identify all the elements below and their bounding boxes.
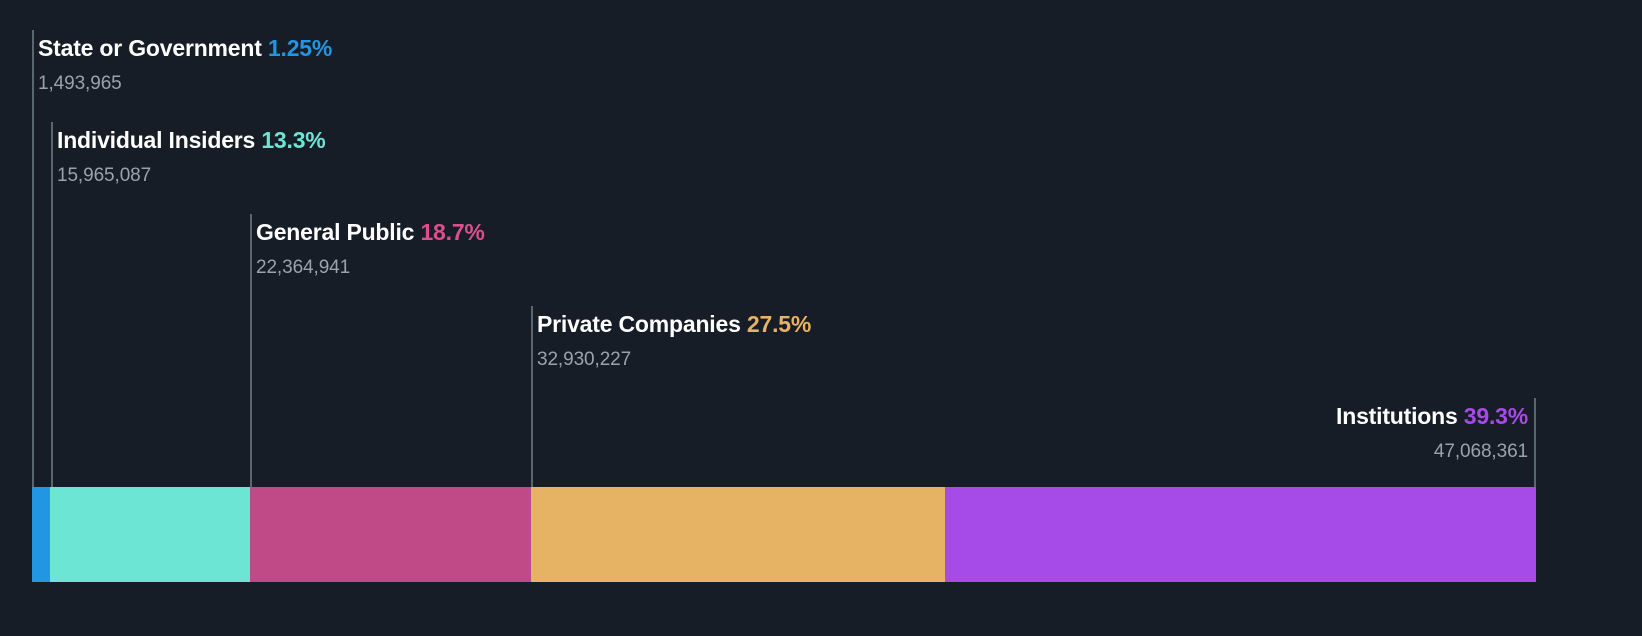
- callout-percent-institutions: 39.3%: [1463, 403, 1528, 429]
- callout-title-private-companies: Private Companies 27.5%: [537, 310, 811, 338]
- callout-value-general-public: 22,364,941: [256, 257, 351, 278]
- connector-line-state-or-government: [32, 30, 34, 487]
- callout-percent-private-companies: 27.5%: [746, 311, 812, 337]
- bar-segment-institutions[interactable]: [945, 487, 1536, 582]
- callout-private-companies: Private Companies 27.5% 32,930,227: [537, 310, 811, 373]
- bar-segment-private-companies[interactable]: [531, 487, 945, 582]
- callout-percent-state-or-government: 1.25%: [267, 35, 333, 61]
- callout-value-state-or-government: 1,493,965: [38, 73, 122, 94]
- callout-title-state-or-government: State or Government 1.25%: [38, 34, 332, 62]
- connector-line-private-companies: [531, 306, 533, 487]
- callout-percent-individual-insiders: 13.3%: [261, 127, 326, 153]
- bar-segment-state-or-government[interactable]: [32, 487, 50, 582]
- callout-value-individual-insiders: 15,965,087: [57, 165, 152, 186]
- callout-individual-insiders: Individual Insiders 13.3% 15,965,087: [57, 126, 326, 189]
- callout-title-individual-insiders: Individual Insiders 13.3%: [57, 126, 326, 154]
- callout-name-general-public: General Public: [256, 219, 415, 245]
- callout-percent-general-public: 18.7%: [420, 219, 485, 245]
- callout-name-private-companies: Private Companies: [537, 311, 741, 337]
- callout-name-state-or-government: State or Government: [38, 35, 262, 61]
- stacked-bar: [32, 487, 1536, 582]
- callout-institutions: Institutions 39.3% 47,068,361: [1336, 402, 1528, 465]
- bar-segment-individual-insiders[interactable]: [50, 487, 250, 582]
- callout-name-individual-insiders: Individual Insiders: [57, 127, 256, 153]
- callout-name-institutions: Institutions: [1336, 403, 1458, 429]
- callout-value-institutions: 47,068,361: [1433, 441, 1528, 462]
- callout-state-or-government: State or Government 1.25% 1,493,965: [38, 34, 332, 97]
- connector-line-general-public: [250, 214, 252, 487]
- callout-value-private-companies: 32,930,227: [537, 349, 632, 370]
- connector-line-institutions: [1534, 398, 1536, 487]
- callout-general-public: General Public 18.7% 22,364,941: [256, 218, 485, 281]
- callout-title-general-public: General Public 18.7%: [256, 218, 485, 246]
- connector-line-individual-insiders: [51, 122, 53, 487]
- bar-segment-general-public[interactable]: [250, 487, 531, 582]
- callout-title-institutions: Institutions 39.3%: [1336, 402, 1528, 430]
